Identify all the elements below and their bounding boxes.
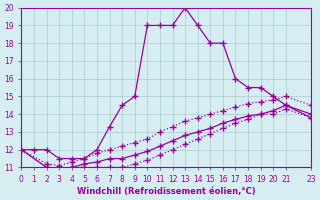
X-axis label: Windchill (Refroidissement éolien,°C): Windchill (Refroidissement éolien,°C) [77,187,256,196]
